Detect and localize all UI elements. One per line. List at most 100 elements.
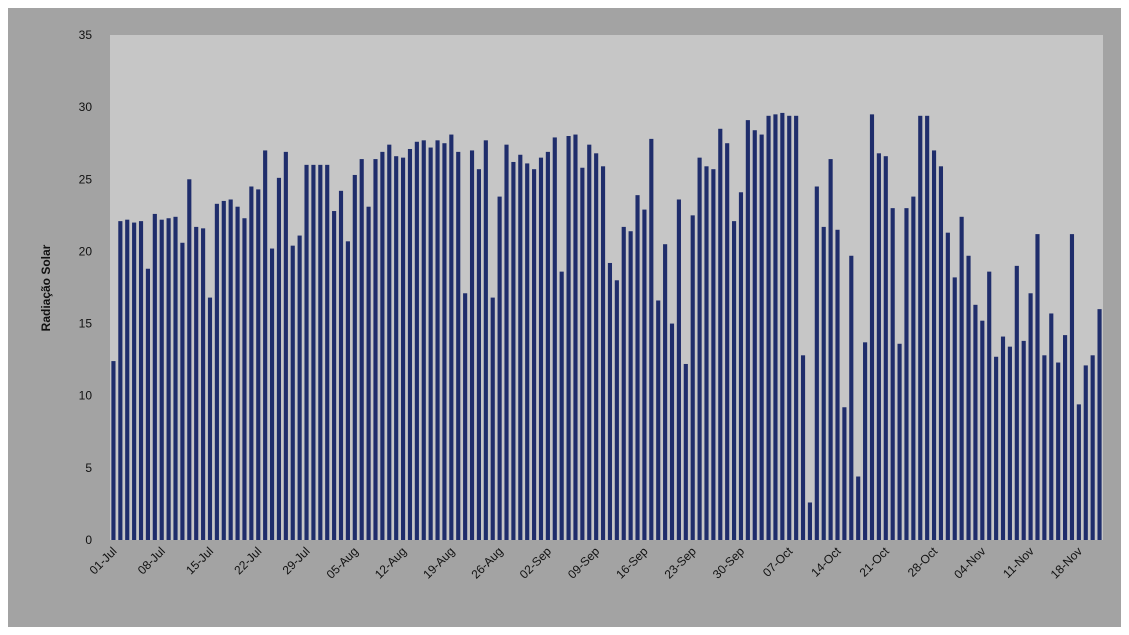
bar (518, 154, 523, 540)
bar (456, 151, 461, 540)
bar (1063, 335, 1068, 540)
bar (407, 148, 413, 540)
bar (600, 166, 606, 541)
bar (587, 144, 592, 540)
bar (649, 138, 654, 540)
bar (111, 361, 116, 540)
bar (311, 164, 316, 540)
bar (145, 268, 150, 540)
bar (187, 179, 192, 541)
bar (373, 159, 378, 541)
bar (414, 141, 419, 540)
bar (931, 150, 937, 540)
bar (359, 159, 364, 541)
bar (504, 144, 509, 540)
bar (766, 115, 771, 541)
bar (497, 196, 502, 540)
bar (511, 161, 516, 540)
bar (525, 163, 530, 540)
bar (794, 115, 799, 541)
bar (738, 192, 744, 540)
bar (594, 153, 599, 541)
bar (800, 355, 806, 540)
bar (387, 144, 392, 540)
bar (904, 208, 909, 540)
bar (697, 157, 702, 540)
bar (918, 115, 923, 541)
bar (938, 166, 944, 541)
bar (201, 228, 206, 541)
bar (780, 112, 785, 541)
bar (235, 206, 240, 540)
bar (221, 200, 226, 540)
bar (435, 140, 440, 541)
y-tick-label: 25 (79, 172, 93, 186)
bar (683, 363, 688, 540)
bar (1090, 355, 1095, 540)
bar (1014, 265, 1019, 540)
bar (883, 156, 888, 540)
bar (463, 293, 468, 540)
bar (704, 166, 709, 541)
bar (380, 151, 385, 540)
bar (304, 164, 309, 540)
bar (725, 143, 730, 540)
bar (676, 199, 681, 540)
bar (242, 218, 247, 540)
y-axis-label: Radiação Solar (39, 244, 53, 331)
bar (863, 342, 868, 540)
bar (421, 140, 426, 541)
y-tick-label: 10 (79, 389, 93, 403)
bar (925, 115, 930, 541)
bar (125, 219, 130, 540)
bar (973, 304, 978, 540)
bar (897, 343, 902, 540)
bar (718, 128, 723, 541)
bar (856, 476, 861, 540)
bar (690, 215, 695, 540)
bar (952, 277, 957, 540)
bar (132, 222, 137, 541)
bar (1097, 309, 1102, 540)
bar (256, 189, 261, 540)
bar (980, 320, 985, 540)
bar (1049, 313, 1054, 540)
bar (669, 323, 675, 540)
bar (476, 169, 481, 540)
bar (1042, 355, 1047, 540)
bar (849, 255, 854, 540)
bar (283, 151, 288, 540)
bar (1028, 293, 1033, 540)
y-tick-label: 20 (79, 244, 93, 258)
bar (442, 143, 447, 540)
bar (1007, 346, 1012, 540)
bar (994, 356, 999, 540)
bar (152, 213, 157, 540)
bar (263, 150, 268, 540)
bar (1021, 340, 1026, 540)
bar (269, 248, 275, 541)
bar (228, 199, 233, 540)
bar (821, 226, 826, 540)
bar (276, 177, 282, 541)
bar (635, 195, 640, 540)
bar (656, 300, 661, 540)
bar (876, 153, 881, 541)
y-tick-label: 5 (85, 461, 92, 475)
bar (945, 232, 950, 540)
bar (711, 169, 716, 540)
bar (401, 157, 406, 540)
bar (538, 157, 544, 540)
bar (290, 245, 295, 540)
bar (1069, 234, 1075, 540)
bar (559, 271, 564, 540)
bar (759, 134, 764, 541)
bar (366, 206, 371, 540)
bar (835, 229, 840, 541)
y-tick-label: 35 (79, 28, 93, 42)
bar (545, 151, 550, 540)
bar (807, 502, 812, 540)
bar (959, 216, 964, 541)
bar (483, 140, 488, 541)
